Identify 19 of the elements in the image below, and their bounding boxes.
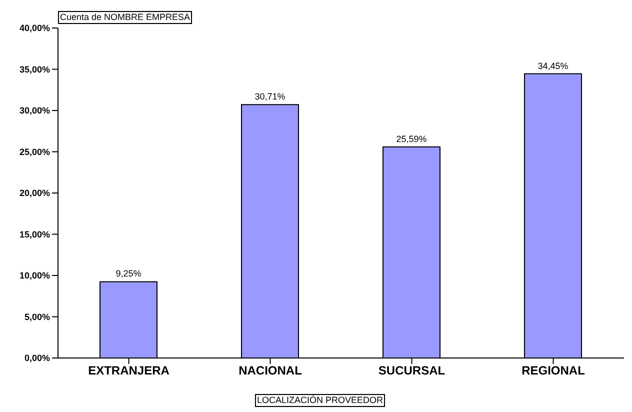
y-tick-label: 25,00% <box>19 146 50 157</box>
x-tick-label: EXTRANJERA <box>88 364 170 378</box>
data-label: 9,25% <box>116 268 142 279</box>
data-label: 25,59% <box>396 134 427 144</box>
x-tick-label: REGIONAL <box>522 364 585 378</box>
y-tick-label: 30,00% <box>19 106 50 116</box>
y-tick-label: 35,00% <box>19 64 50 74</box>
data-label: 34,45% <box>538 60 568 71</box>
y-tick-label: 40,00% <box>19 23 50 34</box>
data-label: 30,71% <box>254 92 286 102</box>
y-tick-label: 5,00% <box>24 312 50 322</box>
x-tick-label: SUCURSAL <box>378 364 446 378</box>
chart-title: Cuenta de NOMBRE EMPRESA <box>58 11 192 24</box>
y-tick-label: 10,00% <box>19 270 50 281</box>
y-tick-label: 20,00% <box>19 188 50 198</box>
y-tick-label: 0,00% <box>24 353 50 364</box>
y-tick-label: 15,00% <box>19 229 50 240</box>
x-tick-label: NACIONAL <box>238 364 302 378</box>
x-axis-title: LOCALIZACIÓN PROVEEDOR <box>254 394 386 407</box>
